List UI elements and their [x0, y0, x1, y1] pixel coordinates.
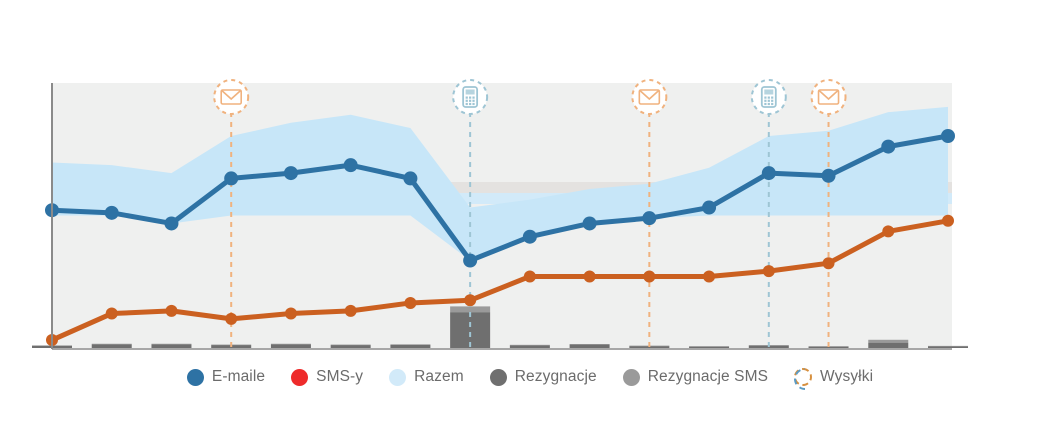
data-point[interactable]	[822, 169, 836, 183]
legend-swatch-rezygnacje	[490, 369, 507, 386]
annotation-badge-email[interactable]	[632, 80, 666, 114]
bar[interactable]	[92, 344, 132, 345]
data-point[interactable]	[584, 270, 596, 282]
data-point[interactable]	[643, 270, 655, 282]
data-point[interactable]	[942, 215, 954, 227]
data-point[interactable]	[284, 166, 298, 180]
chart-legend: E-maile SMS-y Razem Rezygnacje Rezygnacj…	[0, 362, 1060, 392]
data-point[interactable]	[404, 297, 416, 309]
data-point[interactable]	[345, 305, 357, 317]
legend-label-rezygnacje-sms: Rezygnacje SMS	[648, 368, 768, 386]
legend-swatch-razem	[389, 369, 406, 386]
bar[interactable]	[331, 345, 371, 346]
chart-canvas[interactable]	[0, 0, 1060, 355]
data-point[interactable]	[703, 270, 715, 282]
legend-item-emaile[interactable]: E-maile	[187, 368, 265, 386]
annotation-badge-sms[interactable]	[453, 80, 487, 114]
bar[interactable]	[151, 344, 191, 345]
bar[interactable]	[331, 345, 371, 348]
data-point[interactable]	[225, 313, 237, 325]
bar[interactable]	[151, 344, 191, 348]
legend-item-rezygnacje[interactable]: Rezygnacje	[490, 368, 597, 386]
data-point[interactable]	[823, 257, 835, 269]
legend-item-razem[interactable]: Razem	[389, 368, 464, 386]
data-point[interactable]	[463, 254, 477, 268]
legend-label-smsy: SMS-y	[316, 368, 363, 386]
legend-label-rezygnacje: Rezygnacje	[515, 368, 597, 386]
data-point[interactable]	[285, 308, 297, 320]
legend-swatch-smsy	[291, 369, 308, 386]
data-point[interactable]	[464, 294, 476, 306]
bar[interactable]	[689, 346, 729, 347]
data-point[interactable]	[881, 140, 895, 154]
data-point[interactable]	[642, 211, 656, 225]
bar[interactable]	[868, 343, 908, 348]
data-point[interactable]	[762, 166, 776, 180]
legend-label-razem: Razem	[414, 368, 464, 386]
bar[interactable]	[271, 344, 311, 348]
legend-swatch-emaile	[187, 369, 204, 386]
legend-swatch-wysylki-dashed-circle-icon	[794, 368, 812, 386]
bar[interactable]	[510, 345, 550, 348]
bar[interactable]	[570, 344, 610, 345]
legend-label-wysylki: Wysyłki	[820, 368, 873, 386]
bar[interactable]	[390, 344, 430, 345]
annotation-badge-email[interactable]	[812, 80, 846, 114]
bar[interactable]	[271, 344, 311, 345]
bar[interactable]	[928, 346, 968, 348]
data-point[interactable]	[344, 158, 358, 172]
chart-page: E-maile SMS-y Razem Rezygnacje Rezygnacj…	[0, 0, 1060, 427]
data-point[interactable]	[164, 216, 178, 230]
data-point[interactable]	[165, 305, 177, 317]
data-point[interactable]	[524, 270, 536, 282]
data-point[interactable]	[224, 171, 238, 185]
bar[interactable]	[390, 345, 430, 348]
legend-item-wysylki[interactable]: Wysyłki	[794, 368, 873, 386]
data-point[interactable]	[105, 206, 119, 220]
bar[interactable]	[450, 306, 490, 312]
data-point[interactable]	[106, 308, 118, 320]
bar[interactable]	[868, 340, 908, 343]
data-point[interactable]	[702, 201, 716, 215]
data-point[interactable]	[403, 171, 417, 185]
legend-item-rezygnacje-sms[interactable]: Rezygnacje SMS	[623, 368, 768, 386]
legend-item-smsy[interactable]: SMS-y	[291, 368, 363, 386]
bar[interactable]	[92, 344, 132, 348]
bar[interactable]	[570, 345, 610, 348]
campaign-performance-chart[interactable]	[0, 0, 1060, 355]
bar[interactable]	[928, 346, 968, 347]
data-point[interactable]	[941, 129, 955, 143]
data-point[interactable]	[583, 216, 597, 230]
legend-swatch-rezygnacje-sms	[623, 369, 640, 386]
bar[interactable]	[510, 345, 550, 346]
bar[interactable]	[689, 347, 729, 348]
data-point[interactable]	[882, 225, 894, 237]
data-point[interactable]	[523, 230, 537, 244]
annotation-badge-email[interactable]	[214, 80, 248, 114]
legend-label-emaile: E-maile	[212, 368, 265, 386]
data-point[interactable]	[763, 265, 775, 277]
annotation-badge-sms[interactable]	[752, 80, 786, 114]
